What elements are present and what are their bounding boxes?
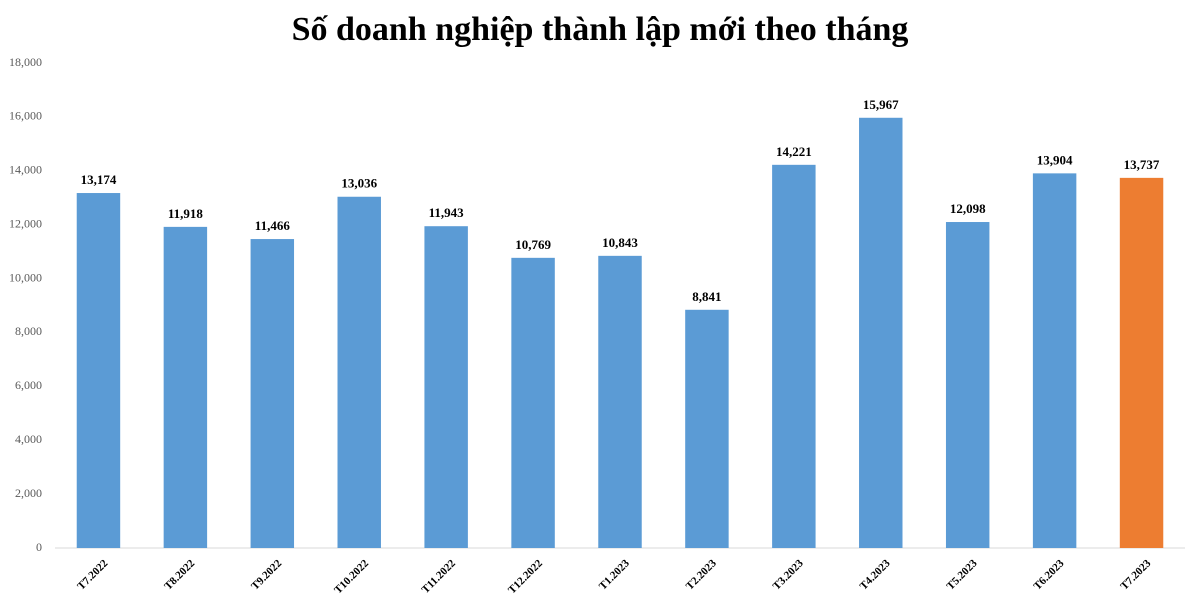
bar (1119, 177, 1164, 548)
x-tick-label: T2.2023 (684, 557, 719, 592)
bar (598, 255, 642, 549)
value-label: 12,098 (950, 201, 986, 216)
x-tick-label: T11.2022 (420, 557, 459, 596)
value-label: 14,221 (776, 144, 812, 159)
y-tick-label: 6,000 (15, 378, 42, 392)
bar (76, 193, 121, 549)
bar (685, 309, 729, 548)
y-tick-label: 16,000 (9, 109, 42, 123)
x-tick-label: T3.2023 (771, 557, 806, 592)
y-tick-label: 4,000 (15, 432, 42, 446)
y-tick-label: 8,000 (15, 324, 42, 338)
y-tick-label: 2,000 (15, 486, 42, 500)
value-label: 10,843 (602, 235, 638, 250)
bar (511, 257, 555, 548)
bar (859, 117, 903, 549)
x-tick-label: T6.2023 (1031, 557, 1066, 592)
value-label: 10,769 (515, 237, 551, 252)
value-label: 11,918 (168, 206, 204, 221)
value-label: 13,737 (1124, 157, 1160, 172)
y-tick-label: 12,000 (9, 216, 42, 230)
x-tick-label: T7.2022 (75, 557, 110, 592)
bar (772, 164, 816, 548)
value-label: 13,036 (341, 176, 377, 191)
value-label: 13,904 (1037, 152, 1073, 167)
value-label: 11,943 (429, 205, 465, 220)
x-tick-label: T8.2022 (162, 557, 197, 592)
y-tick-label: 10,000 (9, 270, 42, 284)
bar (945, 222, 990, 548)
x-tick-label: T1.2023 (597, 557, 632, 592)
y-tick-label: 18,000 (9, 55, 42, 69)
x-tick-label: T7.2023 (1118, 557, 1153, 592)
y-tick-label: 0 (36, 540, 42, 554)
x-tick-label: T9.2022 (249, 557, 284, 592)
x-tick-label: T4.2023 (858, 557, 893, 592)
value-label: 11,466 (255, 218, 291, 233)
bar (1032, 173, 1077, 548)
bar (250, 239, 295, 548)
x-tick-label: T12.2022 (506, 557, 545, 596)
bar (163, 226, 208, 549)
value-label: 8,841 (692, 289, 721, 304)
x-tick-label: T5.2023 (945, 557, 980, 592)
y-tick-label: 14,000 (9, 163, 42, 177)
chart-title: Số doanh nghiệp thành lập mới theo tháng (292, 11, 909, 48)
value-label: 13,174 (81, 172, 117, 187)
bar (337, 196, 381, 548)
x-tick-label: T10.2022 (332, 557, 371, 596)
value-label: 15,967 (863, 97, 899, 112)
bar (424, 226, 468, 548)
